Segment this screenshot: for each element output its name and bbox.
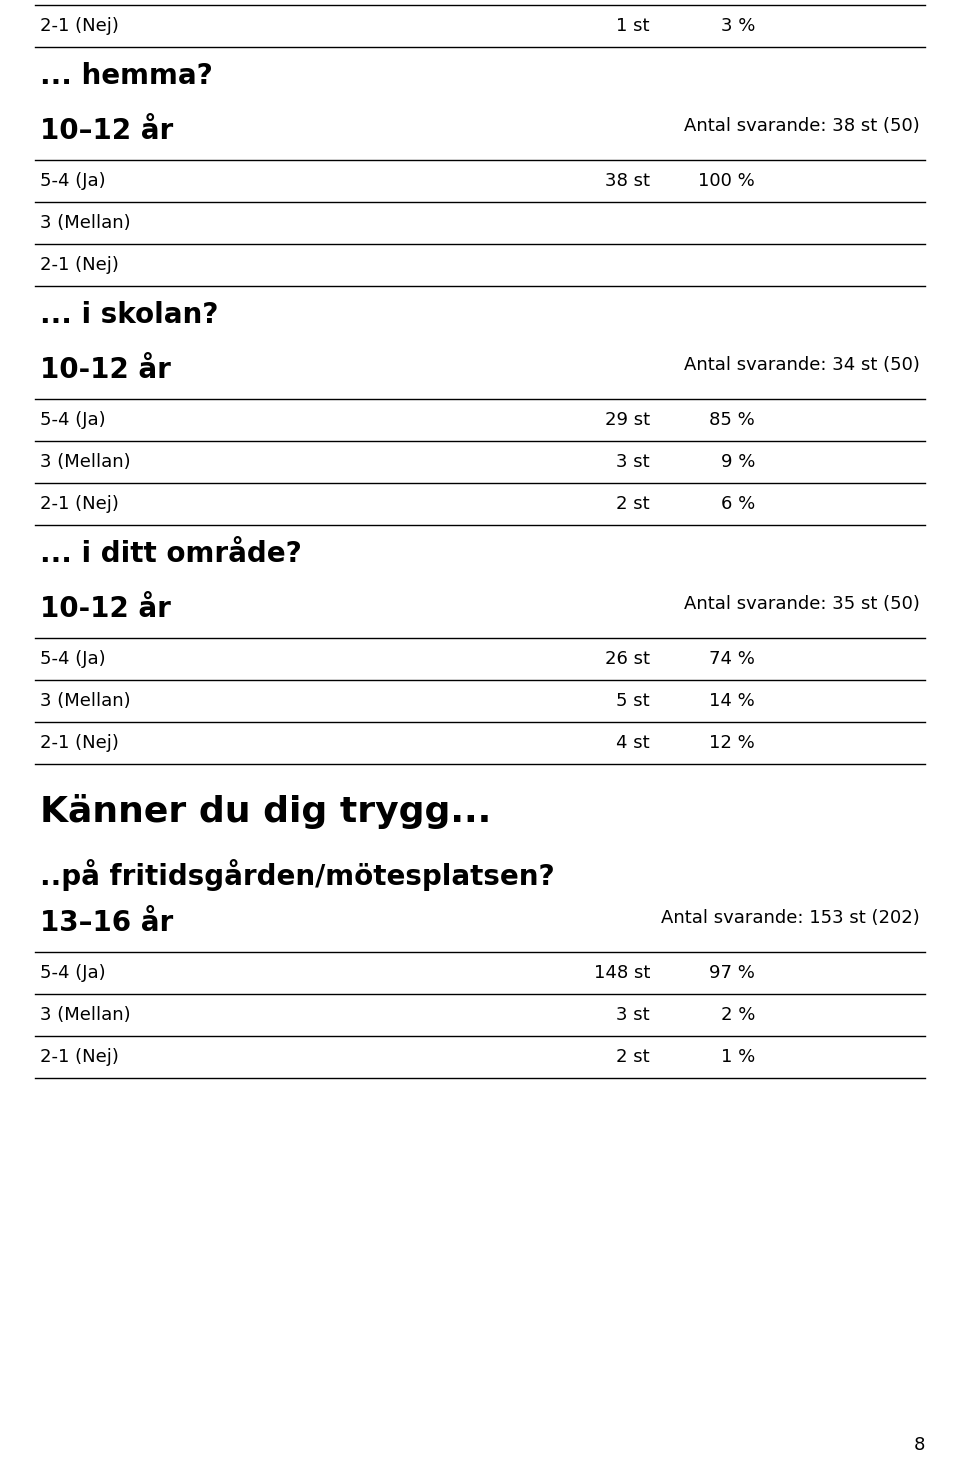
Text: 3 (Mellan): 3 (Mellan) <box>40 214 131 232</box>
Text: 12 %: 12 % <box>709 734 755 751</box>
Text: 5-4 (Ja): 5-4 (Ja) <box>40 964 106 982</box>
Text: 9 %: 9 % <box>721 453 755 470</box>
Text: Antal svarande: 153 st (202): Antal svarande: 153 st (202) <box>661 910 920 927</box>
Text: 5-4 (Ja): 5-4 (Ja) <box>40 172 106 189</box>
Text: 2-1 (Nej): 2-1 (Nej) <box>40 16 119 35</box>
Text: 85 %: 85 % <box>709 411 755 429</box>
Text: 2-1 (Nej): 2-1 (Nej) <box>40 1049 119 1066</box>
Text: Antal svarande: 34 st (50): Antal svarande: 34 st (50) <box>684 356 920 374</box>
Text: Antal svarande: 38 st (50): Antal svarande: 38 st (50) <box>684 117 920 135</box>
Text: 3 (Mellan): 3 (Mellan) <box>40 1006 131 1023</box>
Text: 29 st: 29 st <box>605 411 650 429</box>
Text: 5-4 (Ja): 5-4 (Ja) <box>40 649 106 669</box>
Text: 1 %: 1 % <box>721 1049 755 1066</box>
Text: Antal svarande: 35 st (50): Antal svarande: 35 st (50) <box>684 595 920 612</box>
Text: 3 st: 3 st <box>616 1006 650 1023</box>
Text: ... i skolan?: ... i skolan? <box>40 302 218 328</box>
Text: 2 %: 2 % <box>721 1006 755 1023</box>
Text: 2-1 (Nej): 2-1 (Nej) <box>40 734 119 751</box>
Text: 14 %: 14 % <box>709 692 755 710</box>
Text: 2 st: 2 st <box>616 1049 650 1066</box>
Text: 38 st: 38 st <box>605 172 650 189</box>
Text: 6 %: 6 % <box>721 495 755 513</box>
Text: 2-1 (Nej): 2-1 (Nej) <box>40 495 119 513</box>
Text: 3 st: 3 st <box>616 453 650 470</box>
Text: 100 %: 100 % <box>698 172 755 189</box>
Text: 1 st: 1 st <box>616 16 650 35</box>
Text: 74 %: 74 % <box>709 649 755 669</box>
Text: 5-4 (Ja): 5-4 (Ja) <box>40 411 106 429</box>
Text: 10–12 år: 10–12 år <box>40 117 173 145</box>
Text: 10-12 år: 10-12 år <box>40 595 171 623</box>
Text: 5 st: 5 st <box>616 692 650 710</box>
Text: 2 st: 2 st <box>616 495 650 513</box>
Text: 2-1 (Nej): 2-1 (Nej) <box>40 256 119 274</box>
Text: 97 %: 97 % <box>709 964 755 982</box>
Text: 3 %: 3 % <box>721 16 755 35</box>
Text: 3 (Mellan): 3 (Mellan) <box>40 453 131 470</box>
Text: 10-12 år: 10-12 år <box>40 356 171 385</box>
Text: 8: 8 <box>914 1436 925 1454</box>
Text: 13–16 år: 13–16 år <box>40 910 173 938</box>
Text: 4 st: 4 st <box>616 734 650 751</box>
Text: 26 st: 26 st <box>605 649 650 669</box>
Text: 148 st: 148 st <box>593 964 650 982</box>
Text: Känner du dig trygg...: Känner du dig trygg... <box>40 794 492 830</box>
Text: 3 (Mellan): 3 (Mellan) <box>40 692 131 710</box>
Text: ... i ditt område?: ... i ditt område? <box>40 540 301 568</box>
Text: ... hemma?: ... hemma? <box>40 62 213 90</box>
Text: ..på fritidsgården/mötesplatsen?: ..på fritidsgården/mötesplatsen? <box>40 859 555 890</box>
